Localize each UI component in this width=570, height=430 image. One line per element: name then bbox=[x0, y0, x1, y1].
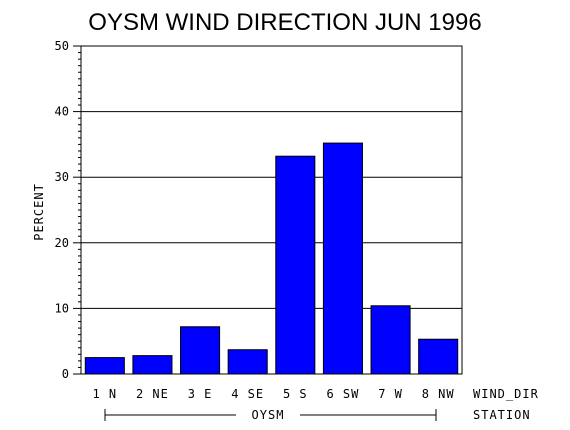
x-tick-label: 5 S bbox=[283, 387, 308, 401]
x-tick-label: 2 NE bbox=[136, 387, 169, 401]
station-group-label: OYSM bbox=[252, 408, 285, 422]
bar-4 bbox=[227, 349, 268, 375]
station-bracket bbox=[104, 409, 437, 421]
chart-title: OYSM WIND DIRECTION JUN 1996 bbox=[88, 9, 481, 36]
x-tick-label: 4 SE bbox=[231, 387, 264, 401]
x-axis: 1 N 2 NE 3 E 4 SE 5 S 6 SW 7 W 8 NW bbox=[92, 387, 455, 401]
x-axis-label: WIND_DIR bbox=[473, 387, 539, 401]
y-tick-label: 20 bbox=[55, 236, 69, 250]
x-tick-label: 8 NW bbox=[422, 387, 455, 401]
bar-6 bbox=[322, 142, 363, 375]
bar-2 bbox=[132, 355, 173, 375]
grid-lines bbox=[81, 45, 462, 309]
y-axis: 0 10 20 30 40 50 bbox=[55, 39, 81, 381]
bar-8 bbox=[418, 338, 459, 375]
y-tick-label: 40 bbox=[55, 105, 69, 119]
bar-3 bbox=[180, 326, 221, 375]
y-tick-label: 30 bbox=[55, 170, 69, 184]
bars bbox=[84, 142, 459, 375]
bar-7 bbox=[370, 305, 411, 375]
x-tick-label: 7 W bbox=[378, 387, 403, 401]
y-tick-label: 10 bbox=[55, 301, 69, 315]
x-tick-label: 3 E bbox=[188, 387, 213, 401]
y-tick-label: 50 bbox=[55, 39, 69, 53]
bar-5 bbox=[275, 155, 316, 375]
x-tick-label: 1 N bbox=[92, 387, 117, 401]
bar-1 bbox=[84, 357, 125, 375]
station-axis-label: STATION bbox=[473, 408, 531, 422]
y-tick-label: 0 bbox=[62, 367, 69, 381]
x-tick-label: 6 SW bbox=[326, 387, 359, 401]
y-axis-label: PERCENT bbox=[32, 183, 46, 241]
